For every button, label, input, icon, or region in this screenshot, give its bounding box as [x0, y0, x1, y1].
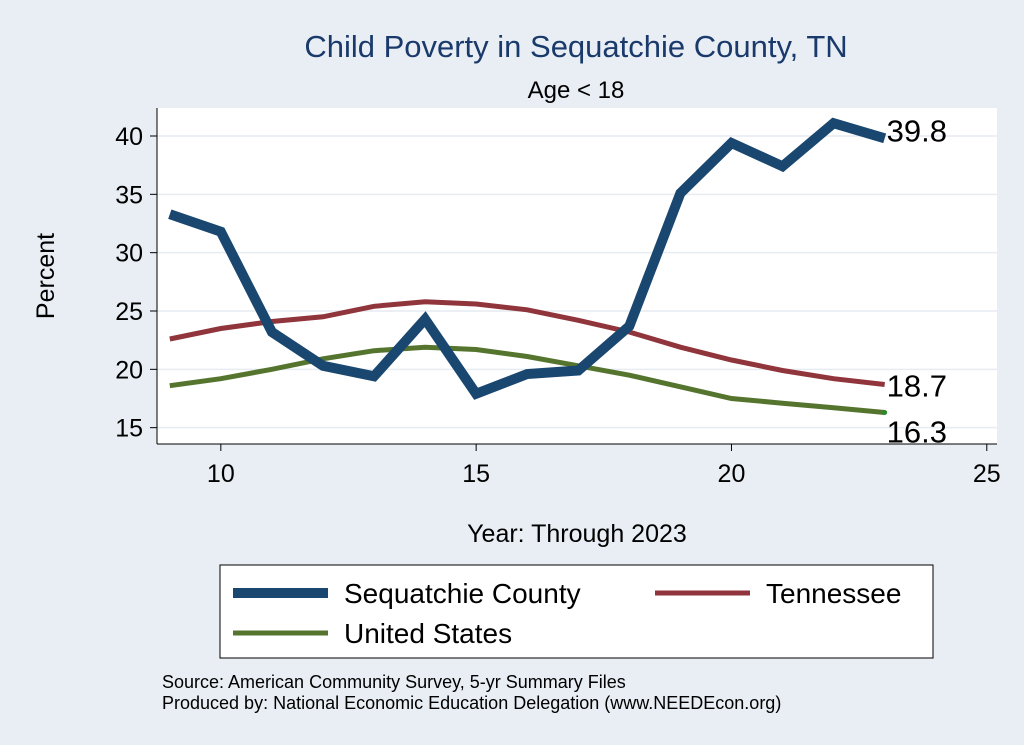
y-tick-label: 35: [115, 181, 143, 209]
x-tick-label: 15: [462, 460, 490, 488]
series-line-tennessee: [169, 299, 885, 387]
chart-title: Child Poverty in Sequatchie County, TN: [304, 29, 847, 64]
series-line-sequatchie-county: [168, 117, 887, 400]
y-tick-label: 30: [115, 240, 143, 268]
gridlines: [157, 135, 997, 429]
series-line-united-states: [169, 344, 885, 415]
end-labels: 39.8 18.7 16.3: [887, 113, 947, 449]
source-note: Source: American Community Survey, 5-yr …: [162, 672, 626, 692]
legend-label-tennessee: Tennessee: [766, 578, 901, 609]
x-tick-label: 20: [718, 460, 746, 488]
y-axis-title: Percent: [32, 233, 60, 319]
legend-label-sequatchie: Sequatchie County: [344, 578, 581, 609]
plot-area: [157, 108, 997, 444]
end-value-label: 18.7: [887, 369, 947, 404]
x-tick-label: 10: [207, 460, 235, 488]
y-tick-label: 25: [115, 298, 143, 326]
y-tick-label: 40: [115, 123, 143, 151]
end-value-label: 39.8: [887, 113, 947, 148]
x-axis-ticks: 10 15 20 25: [207, 444, 1001, 488]
y-tick-label: 20: [115, 356, 143, 384]
producer-note: Produced by: National Economic Education…: [162, 693, 781, 713]
end-value-label: 16.3: [887, 415, 947, 450]
chart-subtitle: Age < 18: [528, 77, 625, 104]
legend: Sequatchie County Tennessee United State…: [219, 564, 934, 659]
united-states-end-point: [882, 410, 888, 415]
y-tick-label: 15: [115, 415, 143, 443]
y-axis-ticks: 15 20 25 30 35 40: [115, 123, 157, 443]
series-lines: [168, 117, 888, 415]
x-tick-label: 25: [973, 460, 1001, 488]
legend-box: [219, 564, 934, 659]
x-axis-title: Year: Through 2023: [467, 520, 687, 548]
legend-label-united-states: United States: [344, 618, 512, 649]
